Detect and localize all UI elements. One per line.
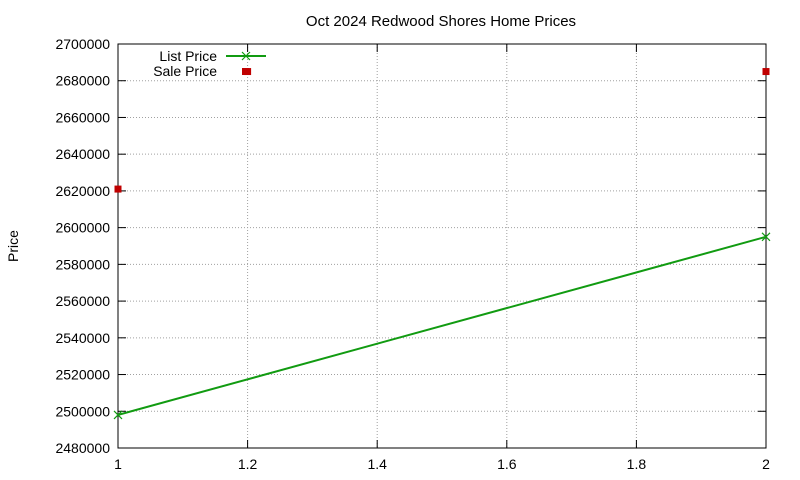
y-tick-label: 2580000 (55, 256, 110, 272)
legend-marker-sale-price (242, 68, 249, 75)
series (113, 68, 771, 420)
y-tick-label: 2660000 (55, 109, 110, 125)
series-line-list-price (117, 235, 767, 416)
y-tick-label: 2560000 (55, 293, 110, 309)
plot-frame (117, 43, 767, 449)
x-tick-label: 1.4 (367, 456, 387, 472)
grid (118, 44, 766, 448)
chart-title: Oct 2024 Redwood Shores Home Prices (306, 13, 576, 30)
axis-ticks: 2480000 2500000 2520000 2540000 2560000 25800… (55, 36, 770, 472)
x-tick-label: 1.2 (238, 456, 258, 472)
y-axis-label: Price (5, 230, 21, 262)
data-point-list-price (761, 232, 771, 242)
data-point-sale-price (114, 185, 122, 193)
y-tick-label: 2600000 (55, 220, 110, 236)
data-point-list-price (113, 410, 123, 420)
x-tick-label: 1.6 (497, 456, 517, 472)
y-tick-label: 2620000 (55, 183, 110, 199)
legend: List Price Sale Price (153, 48, 266, 79)
y-tick-label: 2480000 (55, 440, 110, 456)
y-tick-label: 2700000 (55, 36, 110, 52)
y-tick-label: 2640000 (55, 146, 110, 162)
y-tick-label: 2520000 (55, 367, 110, 383)
x-tick-label: 2 (762, 456, 770, 472)
legend-label-list-price: List Price (159, 48, 217, 64)
x-tick-label: 1.8 (627, 456, 647, 472)
y-tick-label: 2540000 (55, 330, 110, 346)
legend-label-sale-price: Sale Price (153, 63, 217, 79)
legend-marker-list-price (241, 51, 251, 61)
x-tick-label: 1 (114, 456, 122, 472)
data-point-sale-price (762, 68, 770, 76)
y-tick-label: 2680000 (55, 73, 110, 89)
y-tick-label: 2500000 (55, 403, 110, 419)
